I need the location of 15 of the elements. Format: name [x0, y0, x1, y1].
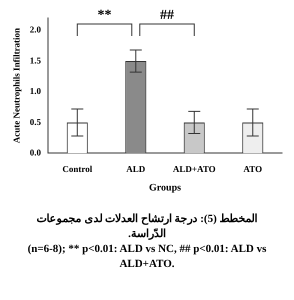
x-axis-title: Groups — [148, 182, 182, 194]
annotation: ## — [159, 8, 176, 24]
y-tick-label: 2.0 — [30, 24, 42, 35]
x-tick-label: ATO — [243, 164, 262, 174]
y-axis-title: Acute Neutrophils Infiltration — [12, 28, 22, 144]
y-tick-label: 0.0 — [30, 148, 42, 158]
x-tick-label: Control — [62, 164, 93, 174]
y-tick-label: 0.5 — [30, 116, 42, 127]
y-tick-label: 1.5 — [30, 55, 42, 66]
y-tick-label: 1.0 — [30, 86, 42, 96]
text: (n=6-8); ** p<0.01: ALD vs NC, ## p<0.01: ALD vs ALD+ATO. — [26, 242, 268, 272]
x-tick-label: ALD+ATO — [172, 164, 216, 174]
annotation: ** — [96, 8, 113, 24]
text: المخطط (5): درجة ارتشاح العدلات لدى مجموعات الدّراسة. — [36, 212, 258, 242]
x-tick-label: ALD — [126, 164, 146, 174]
